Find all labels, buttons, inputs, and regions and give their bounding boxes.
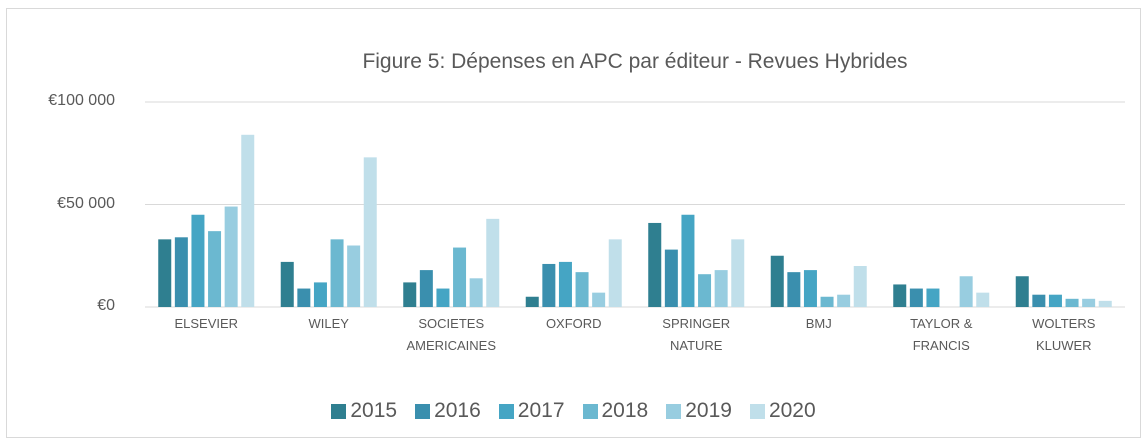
x-tick-label: OXFORD	[545, 316, 602, 331]
x-tick-label: BMJ	[805, 316, 832, 331]
bar	[363, 157, 377, 307]
legend-item: 2017	[498, 399, 565, 423]
bar	[453, 247, 467, 307]
bar	[174, 237, 188, 307]
bar	[469, 278, 483, 307]
bar	[330, 239, 344, 307]
bar	[893, 284, 907, 307]
bar	[853, 266, 867, 307]
bar	[926, 288, 940, 307]
chart-title: Figure 5: Dépenses en APC par éditeur - …	[362, 50, 908, 73]
bar	[436, 288, 450, 307]
bar	[347, 245, 361, 307]
legend-label: 2017	[517, 399, 565, 422]
bar	[770, 255, 784, 307]
legend-label: 2015	[350, 399, 398, 422]
bar	[525, 296, 539, 307]
bar	[1082, 298, 1096, 307]
bar	[681, 214, 695, 307]
x-tick-label: SOCIETES AMERICAINES	[406, 316, 497, 353]
bar	[280, 261, 294, 307]
legend-swatch	[749, 403, 765, 419]
bar	[158, 239, 172, 307]
bar	[1098, 300, 1112, 307]
bar	[542, 263, 556, 307]
bar	[820, 296, 834, 307]
bar	[714, 270, 728, 307]
legend: 2015 2016 2017 2018 2019 2020	[0, 399, 1147, 423]
bar	[731, 239, 745, 307]
bar	[486, 218, 500, 307]
bar	[297, 288, 311, 307]
legend-item: 2015	[331, 399, 397, 423]
x-tick-label: WILEY	[308, 316, 349, 331]
bar	[608, 239, 622, 307]
bar	[1048, 294, 1062, 307]
bar	[403, 282, 417, 307]
legend-label: 2018	[601, 399, 649, 422]
legend-label: 2019	[685, 399, 732, 422]
bar	[787, 272, 801, 307]
bar	[241, 134, 255, 307]
bar	[419, 270, 433, 307]
legend-swatch	[331, 403, 347, 419]
legend-swatch	[666, 403, 682, 419]
legend-item: 2020	[749, 399, 816, 423]
legend-swatch	[415, 403, 431, 419]
y-tick-label: €100 000	[48, 92, 115, 109]
bar	[191, 214, 205, 307]
bar	[1032, 294, 1046, 307]
y-tick-label: €0	[97, 297, 115, 314]
bar	[1065, 298, 1079, 307]
legend-swatch	[582, 403, 598, 419]
legend-item: 2018	[582, 399, 649, 423]
bar	[224, 206, 238, 307]
bar	[313, 282, 327, 307]
x-tick-label: WOLTERS KLUWER	[1032, 316, 1096, 353]
bar	[648, 222, 662, 307]
y-tick-label: €50 000	[57, 194, 115, 212]
bar	[592, 292, 606, 307]
legend-label: 2016	[434, 399, 481, 422]
x-tick-label: ELSEVIER	[174, 316, 239, 331]
bar	[959, 276, 973, 307]
legend-item: 2019	[666, 399, 732, 423]
legend-item: 2016	[415, 399, 481, 423]
legend-label: 2020	[768, 399, 816, 422]
bar	[664, 249, 678, 307]
bar	[909, 288, 923, 307]
bar	[575, 272, 589, 307]
x-tick-label: SPRINGER NATURE	[662, 316, 731, 353]
x-tick-label: TAYLOR & FRANCIS	[910, 316, 973, 353]
legend-swatch	[498, 403, 514, 419]
bar	[803, 270, 817, 307]
bar	[208, 231, 222, 307]
chart-border	[6, 8, 1141, 438]
bar	[837, 294, 851, 307]
bar	[558, 261, 572, 307]
bar	[698, 274, 712, 307]
bar	[976, 292, 990, 307]
bar	[1015, 276, 1029, 307]
